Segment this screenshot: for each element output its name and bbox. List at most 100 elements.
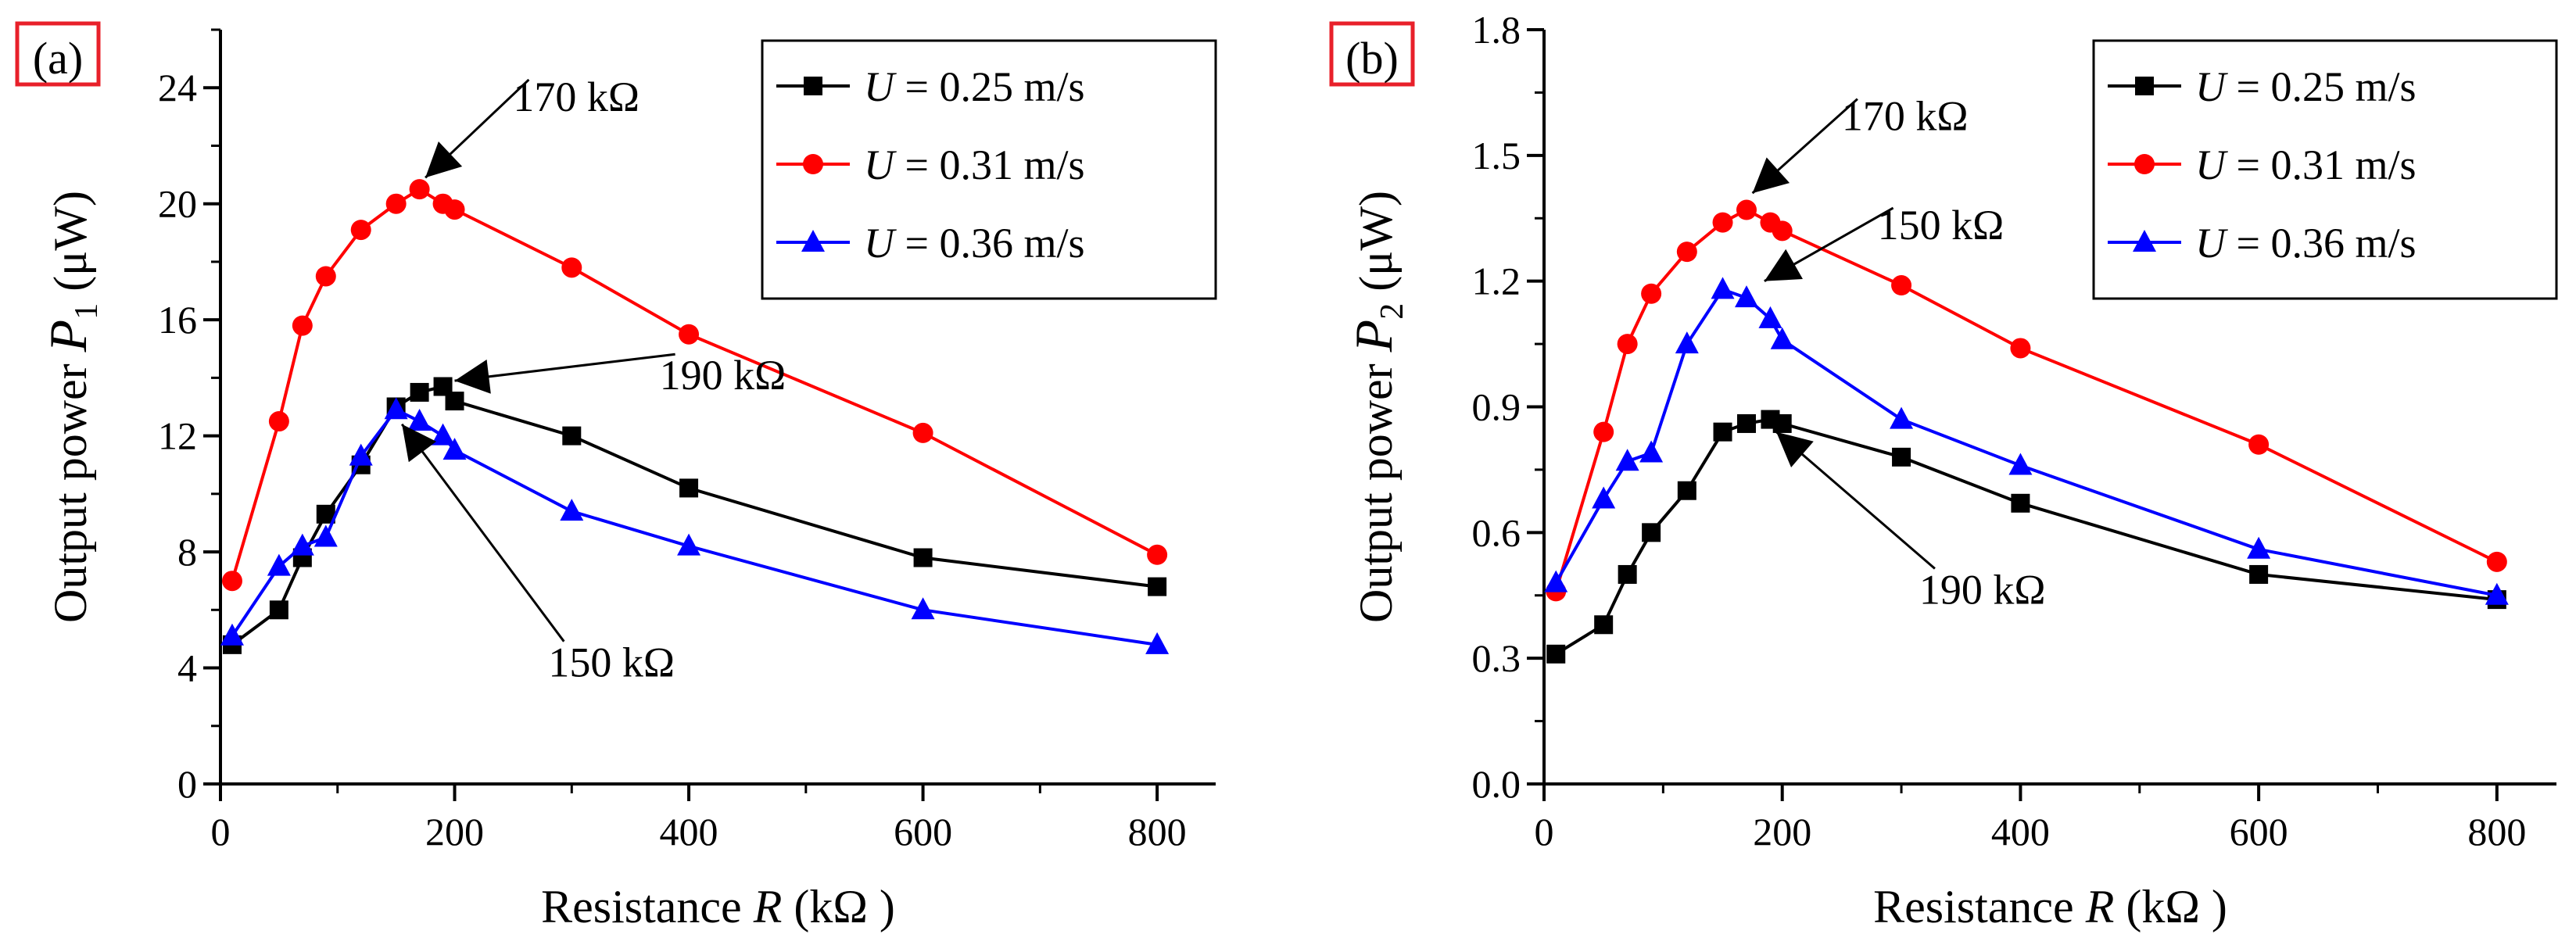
x-tick-label: 800 <box>1128 810 1187 854</box>
data-point-circle <box>292 315 313 336</box>
data-point-square <box>410 382 429 402</box>
y-tick-label: 1.8 <box>1472 8 1521 52</box>
y-axis-label-unit: (μW) <box>45 191 96 303</box>
data-point-square <box>913 548 933 567</box>
panel-label: (b) <box>1345 33 1399 84</box>
annotation-label: 170 kΩ <box>513 73 640 120</box>
data-point-square <box>1642 523 1661 542</box>
y-tick-label: 12 <box>158 414 197 458</box>
legend: U = 0.25 m/sU = 0.31 m/sU = 0.36 m/s <box>2092 39 2558 300</box>
legend-entry-text: = 0.36 m/s <box>894 220 1084 267</box>
legend-entry: U = 0.31 m/s <box>864 141 1084 188</box>
y-tick-label: 8 <box>177 530 197 574</box>
data-point-circle <box>1593 421 1614 442</box>
series-line <box>231 385 1158 646</box>
data-point-circle <box>385 193 407 214</box>
data-point-triangle <box>1592 486 1616 509</box>
data-point-circle <box>561 257 582 278</box>
panel-label-box <box>1329 21 1415 87</box>
data-point-triangle <box>2247 536 2271 559</box>
y-tick-label: 20 <box>158 182 197 226</box>
series-circle <box>1546 199 2507 602</box>
y-axis-label-unit: (μW) <box>1350 191 1402 303</box>
x-tick-label: 200 <box>1753 810 1811 854</box>
data-point-square <box>1772 413 1792 433</box>
data-point-square <box>1737 413 1756 433</box>
x-tick-label: 800 <box>2467 810 2526 854</box>
annotation-arrow <box>400 423 565 642</box>
legend-entry-var: U <box>2195 63 2228 110</box>
series-square <box>1546 410 2506 664</box>
y-axis-label-sub: 2 <box>1374 303 1410 320</box>
y-axis-label-var: P <box>1344 320 1403 353</box>
data-point-square <box>2135 77 2154 95</box>
data-point-circle <box>2010 338 2031 359</box>
data-point-circle <box>679 324 700 345</box>
annotation: 170 kΩ <box>1751 93 1969 195</box>
data-point-square <box>1546 644 1566 664</box>
data-point-triangle <box>1711 277 1735 299</box>
data-point-square <box>1677 481 1696 500</box>
data-point-triangle <box>431 423 455 446</box>
y-axis-label-var: P <box>38 320 98 353</box>
series-line <box>231 407 1158 646</box>
data-point-triangle <box>1758 306 1782 328</box>
annotation-arrow <box>1775 431 1936 570</box>
legend-entry-var: U <box>864 141 897 188</box>
series-circle <box>221 179 1168 592</box>
series-square <box>222 377 1167 654</box>
y-tick-label: 4 <box>177 646 197 690</box>
data-point-triangle <box>349 443 373 466</box>
x-axis-label: Resistance R (kΩ ) <box>541 881 895 932</box>
x-tick-label: 600 <box>2230 810 2288 854</box>
y-tick-label: 16 <box>158 298 197 342</box>
legend-entry-text: = 0.31 m/s <box>894 141 1084 188</box>
legend-entry: U = 0.25 m/s <box>864 63 1084 110</box>
annotation-label: 190 kΩ <box>660 352 786 399</box>
data-point-triangle <box>2133 230 2156 252</box>
annotation-label: 170 kΩ <box>1842 93 1969 140</box>
annotation-label: 190 kΩ <box>1919 566 2046 613</box>
data-point-triangle <box>220 623 244 646</box>
data-point-triangle <box>1770 327 1794 349</box>
x-tick-label: 400 <box>660 810 718 854</box>
series-triangle <box>1544 277 2509 605</box>
y-axis-label-sub: 1 <box>69 303 105 320</box>
annotation: 190 kΩ <box>1775 431 2046 613</box>
annotation: 150 kΩ <box>1764 202 2004 282</box>
data-point-triangle <box>267 553 291 576</box>
annotation: 150 kΩ <box>400 423 675 686</box>
series-line <box>1555 417 2498 656</box>
data-point-triangle <box>313 524 338 547</box>
data-point-circle <box>221 571 242 592</box>
data-point-circle <box>1772 220 1793 242</box>
data-point-circle <box>444 199 465 220</box>
data-point-square <box>269 600 288 620</box>
data-point-triangle <box>407 409 432 431</box>
legend-box <box>2092 39 2558 300</box>
data-point-triangle <box>1890 406 1914 429</box>
data-point-square <box>1148 577 1167 596</box>
data-point-circle <box>2248 434 2270 455</box>
y-tick-label: 0.9 <box>1472 385 1521 429</box>
x-axis-label-var: R <box>2085 881 2115 932</box>
data-point-square <box>2011 493 2030 513</box>
annotation: 190 kΩ <box>454 352 786 399</box>
x-tick-label: 400 <box>1991 810 2050 854</box>
x-axis-label-prefix: Resistance <box>1873 881 2086 932</box>
legend-entry-var: U <box>2195 220 2228 267</box>
data-point-triangle <box>290 533 314 556</box>
legend-entry-var: U <box>864 63 897 110</box>
data-point-circle <box>1736 199 1757 220</box>
annotation-arrow <box>1751 98 1858 195</box>
data-point-circle <box>1147 544 1168 565</box>
data-point-triangle <box>1615 449 1639 471</box>
data-point-triangle <box>677 533 701 556</box>
legend-entry-var: U <box>864 220 897 267</box>
annotation-arrow <box>425 78 530 179</box>
x-axis-label-suffix: (kΩ ) <box>2114 881 2227 932</box>
y-axis-label: Output power P2 (μW) <box>1344 191 1410 623</box>
data-point-triangle <box>1675 331 1699 354</box>
panel-label: (a) <box>33 33 83 84</box>
